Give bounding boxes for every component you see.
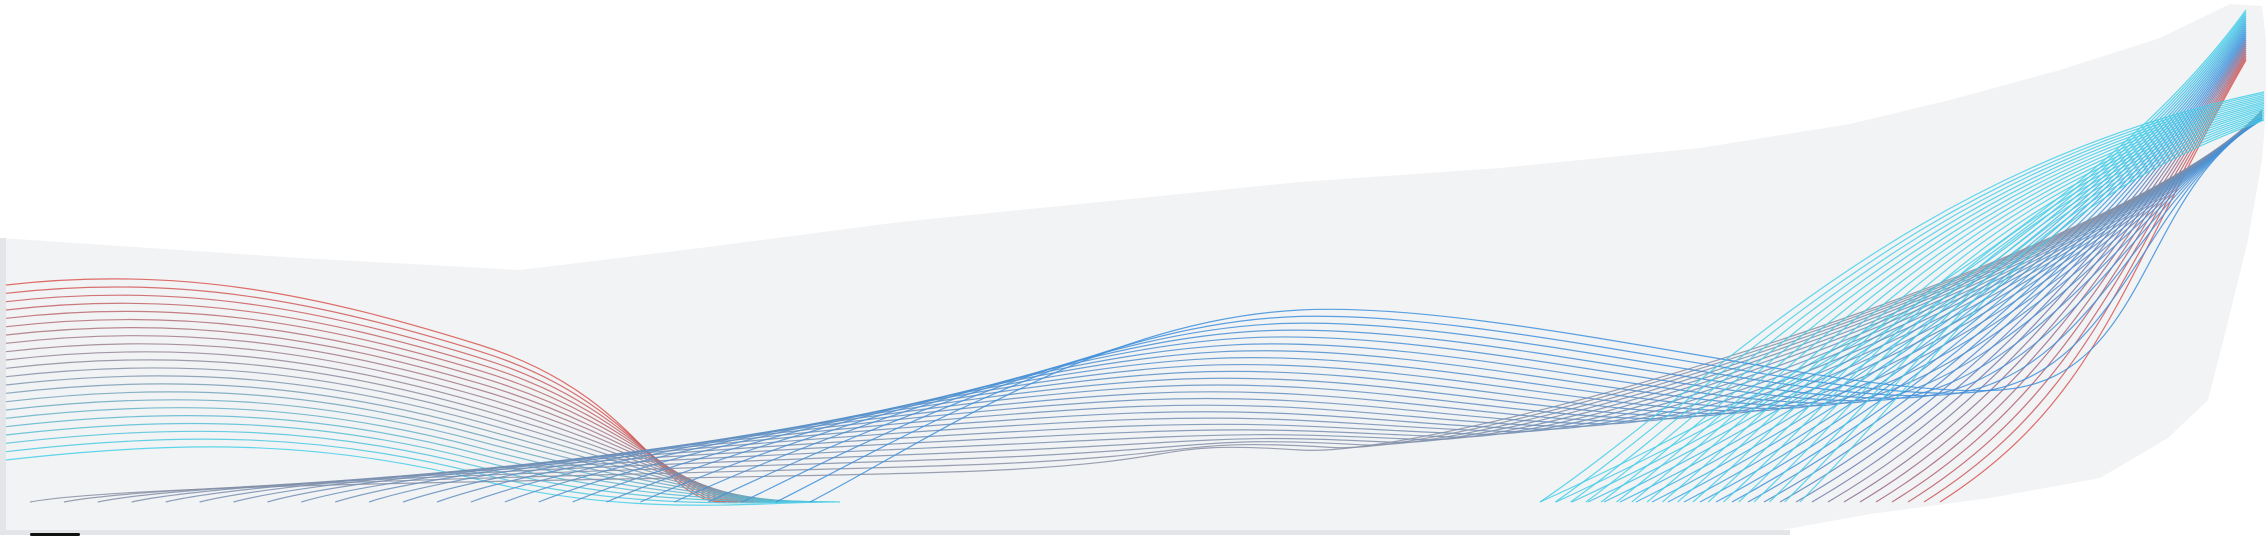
wave-line [97, 110, 2263, 503]
wave-line [1843, 47, 2247, 503]
wave-line [809, 119, 2263, 503]
wave-line [131, 110, 2263, 503]
panel-bottom-edge [0, 530, 1790, 535]
wave-line [29, 109, 2263, 503]
wave-line [1570, 94, 2265, 503]
wave-line [5, 399, 806, 503]
wave-line [1677, 106, 2265, 503]
wave-line [1891, 53, 2247, 503]
wave-line [1723, 111, 2265, 503]
wave-line [5, 414, 818, 503]
wave-line [1600, 98, 2265, 503]
wave-line [606, 116, 2263, 503]
wave-line [1707, 109, 2265, 503]
wave-line [1763, 37, 2247, 503]
wave-line [1585, 96, 2265, 503]
wave-line [470, 115, 2263, 503]
wave-line [1555, 11, 2247, 503]
wave-line [1875, 51, 2247, 503]
wave-line [775, 119, 2263, 503]
wave-line [63, 110, 2263, 503]
wave-line [5, 446, 841, 506]
wave-line [1784, 117, 2265, 503]
wave-line [1603, 17, 2247, 503]
background-panel-shape [0, 4, 2266, 534]
wave-line [1738, 112, 2265, 503]
wave-line [538, 116, 2263, 503]
wave-line [5, 383, 795, 503]
wave-line [1539, 91, 2265, 503]
wave-line [504, 115, 2263, 503]
wave-line [1753, 114, 2265, 503]
wave-line [1799, 119, 2265, 503]
wave-line [1616, 99, 2265, 503]
wave-line [1768, 116, 2265, 503]
wave-line [1554, 93, 2265, 503]
wave-line [1619, 19, 2247, 503]
wave-line [5, 375, 789, 503]
wave-line [640, 117, 2263, 503]
wave-line [1747, 35, 2247, 503]
blue-wave-group [29, 109, 2263, 503]
wave-line [5, 391, 801, 503]
wave-line [1571, 13, 2247, 503]
wave-line [1631, 101, 2265, 503]
wave-line [267, 112, 2263, 503]
wave-line [1662, 104, 2265, 503]
wave-line [1635, 21, 2247, 503]
wave-line [674, 117, 2263, 503]
wave-line [1587, 15, 2247, 503]
cyan-wave-group [1539, 91, 2265, 503]
bottom-shadow-line [30, 533, 80, 536]
wave-line [708, 118, 2263, 503]
wave-line [5, 407, 812, 503]
wave-line [1646, 102, 2265, 503]
wave-line [5, 422, 823, 503]
wave-line [572, 116, 2263, 503]
panel-left-edge [0, 238, 6, 534]
wave-line [741, 118, 2263, 503]
wave-line [1859, 49, 2247, 503]
wave-line [1692, 107, 2265, 503]
wave-line [1731, 33, 2247, 503]
